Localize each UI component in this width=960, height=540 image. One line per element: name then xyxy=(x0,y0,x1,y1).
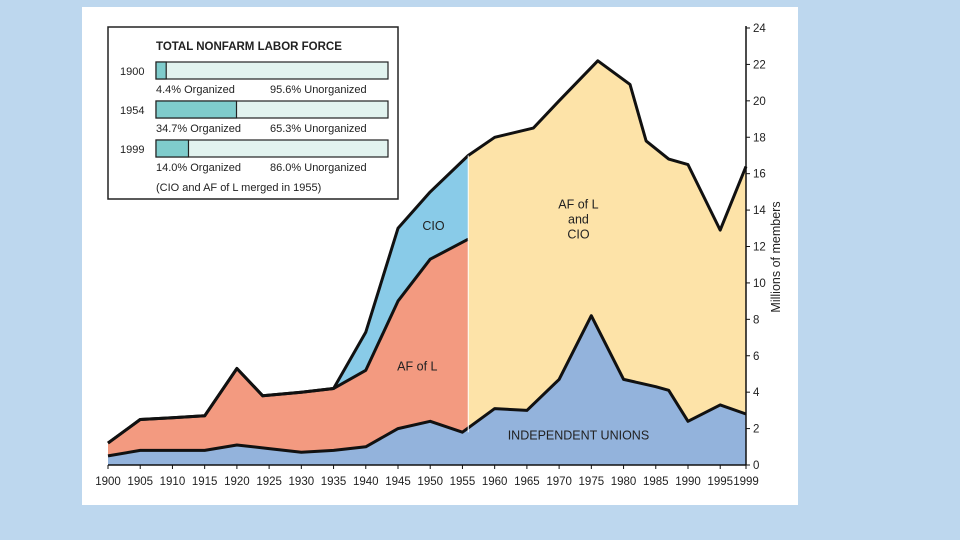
x-tick-label: 1945 xyxy=(385,476,411,488)
x-tick-label: 1935 xyxy=(321,476,347,488)
area-label-cio: CIO xyxy=(422,219,445,233)
line-independent-unions xyxy=(107,314,747,458)
inset-organized-label: 34.7% Organized xyxy=(156,123,241,135)
y-tick-label: 22 xyxy=(753,59,766,71)
labor-force-inset: TOTAL NONFARM LABOR FORCE 1900 4.4% Organ… xyxy=(107,26,399,200)
y-tick-label: 14 xyxy=(753,205,766,217)
inset-organized-label: 4.4% Organized xyxy=(156,84,235,96)
y-tick-label: 20 xyxy=(753,96,766,108)
y-axis-label: Millions of members xyxy=(769,201,783,312)
inset-bar-fill xyxy=(155,139,190,158)
x-tick-label: 1955 xyxy=(450,476,476,488)
x-tick-label: 1940 xyxy=(353,476,379,488)
x-tick-label: 1975 xyxy=(579,476,605,488)
area-afl-cio xyxy=(462,60,746,433)
inset-footnote: (CIO and AF of L merged in 1955) xyxy=(156,182,321,194)
chart-areas xyxy=(107,59,748,465)
inset-row-year: 1954 xyxy=(120,105,144,117)
inset-row-year: 1900 xyxy=(120,66,144,78)
area-label-af-of-l-and-cio: AF of L xyxy=(558,197,598,211)
inset-unorganized-label: 86.0% Unorganized xyxy=(270,162,367,174)
y-tick-label: 8 xyxy=(753,314,759,326)
inset-title: TOTAL NONFARM LABOR FORCE xyxy=(156,41,342,53)
x-tick-label: 1970 xyxy=(546,476,572,488)
y-tick-label: 4 xyxy=(753,387,760,399)
x-tick-label: 1900 xyxy=(95,476,121,488)
x-tick-label: 1980 xyxy=(611,476,637,488)
x-tick-label: 1965 xyxy=(514,476,540,488)
x-tick-label: 1990 xyxy=(675,476,701,488)
area-afl xyxy=(108,239,469,456)
x-tick-label: 1920 xyxy=(224,476,250,488)
x-tick-label: 1950 xyxy=(417,476,443,488)
inset-unorganized-label: 95.6% Unorganized xyxy=(270,84,367,96)
inset-row-year: 1999 xyxy=(120,144,144,156)
line-total-membership xyxy=(107,59,748,445)
y-tick-label: 24 xyxy=(753,23,766,35)
area-label-af-of-l: AF of L xyxy=(397,359,437,373)
x-tick-label: 1985 xyxy=(643,476,669,488)
inset-bar-fill xyxy=(155,61,167,80)
y-tick-label: 16 xyxy=(753,169,766,181)
inset-organized-label: 14.0% Organized xyxy=(156,162,241,174)
x-tick-label: 1925 xyxy=(256,476,282,488)
y-tick-label: 2 xyxy=(753,424,759,436)
inset-bar-track xyxy=(155,139,389,158)
y-tick-label: 18 xyxy=(753,132,766,144)
y-tick-label: 0 xyxy=(753,460,759,472)
x-tick-label: 1930 xyxy=(289,476,315,488)
x-tick-label: 1995 xyxy=(707,476,733,488)
area-label-af-of-l-and-cio: and xyxy=(568,212,589,226)
x-tick-label: 1910 xyxy=(160,476,186,488)
x-axis: 1900 1905 1910 1915 1920 1925 1930 1935 1940 1945… xyxy=(95,464,759,488)
area-independent-unions xyxy=(108,315,746,465)
x-tick-label: 1915 xyxy=(192,476,218,488)
y-tick-label: 10 xyxy=(753,278,766,290)
x-tick-label: 1905 xyxy=(127,476,153,488)
x-tick-label: 1960 xyxy=(482,476,508,488)
inset-unorganized-label: 65.3% Unorganized xyxy=(270,123,367,135)
area-label-independent-unions: INDEPENDENT UNIONS xyxy=(508,429,649,443)
y-tick-label: 6 xyxy=(753,351,759,363)
area-label-af-of-l-and-cio: CIO xyxy=(567,227,590,241)
inset-bar-track xyxy=(155,61,389,80)
inset-bar-fill xyxy=(155,100,238,119)
inset-rows: 1900 4.4% Organized 95.6% Unorganized 1954 3… xyxy=(120,61,389,174)
y-tick-label: 12 xyxy=(753,242,766,254)
x-tick-label: 1999 xyxy=(733,476,759,488)
